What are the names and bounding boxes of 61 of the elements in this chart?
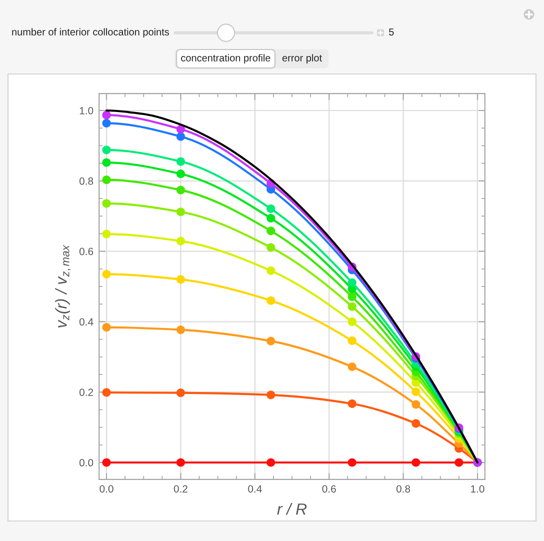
x-tick-label: 0.6 xyxy=(322,485,336,493)
point xyxy=(102,158,111,167)
point xyxy=(176,236,186,246)
y-axis-title: v$_{z}$(r) / v$_{z,max}$ xyxy=(55,244,71,328)
point xyxy=(348,317,356,326)
text: concentration profile xyxy=(181,54,270,64)
point xyxy=(454,458,464,467)
point xyxy=(412,458,420,467)
text: 5 xyxy=(389,28,394,36)
point xyxy=(102,176,111,184)
y-tick-label: 0.2 xyxy=(79,388,94,396)
point xyxy=(348,278,356,287)
point xyxy=(102,270,111,278)
point xyxy=(176,186,186,194)
point xyxy=(102,388,111,397)
y-tick-label: 0.4 xyxy=(79,318,94,326)
point xyxy=(102,458,111,467)
point xyxy=(348,336,356,346)
y-tick-label: 0.8 xyxy=(79,177,94,185)
point xyxy=(176,458,186,467)
point xyxy=(412,419,420,428)
y-tick-label: 0.0 xyxy=(79,459,94,466)
point xyxy=(412,400,420,409)
point xyxy=(348,399,356,408)
y-tick-label: 0.6 xyxy=(79,248,94,256)
point xyxy=(266,296,276,305)
point xyxy=(348,302,356,311)
point xyxy=(176,157,186,166)
point xyxy=(266,390,276,400)
point xyxy=(176,208,186,216)
point xyxy=(176,388,186,398)
point xyxy=(176,170,186,178)
point xyxy=(412,387,420,396)
x-tick-label: 0.4 xyxy=(248,485,262,493)
point xyxy=(102,199,111,208)
point xyxy=(266,266,276,275)
point xyxy=(348,458,356,467)
point xyxy=(176,275,186,284)
x-tick-label: 1.0 xyxy=(471,485,484,493)
point xyxy=(102,230,111,238)
x-tick-label: 0.8 xyxy=(396,485,410,493)
y-tick-label: 1.0 xyxy=(80,106,94,114)
point xyxy=(266,214,276,223)
point xyxy=(102,323,111,332)
point xyxy=(102,118,111,128)
x-tick-label: 0.2 xyxy=(174,485,188,493)
point xyxy=(176,325,186,334)
point xyxy=(266,336,276,346)
point xyxy=(266,226,276,236)
x-tick-label: 0.0 xyxy=(100,485,114,493)
text: error plot xyxy=(282,54,322,64)
point xyxy=(266,243,276,252)
point xyxy=(266,204,276,214)
x-axis-title: r / R xyxy=(277,503,307,515)
point xyxy=(266,458,276,467)
point xyxy=(176,124,186,134)
text: number of interior collocation points xyxy=(12,28,169,38)
point xyxy=(348,362,356,372)
point xyxy=(102,110,111,120)
point xyxy=(102,146,111,154)
point xyxy=(348,292,356,302)
